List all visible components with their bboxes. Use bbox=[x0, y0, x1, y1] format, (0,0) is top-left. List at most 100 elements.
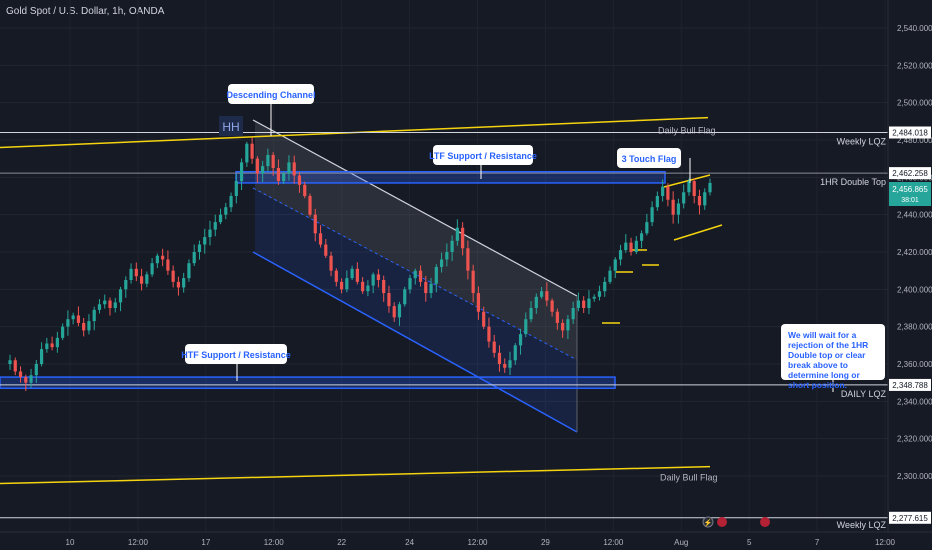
candle-body bbox=[18, 371, 23, 378]
candle-body bbox=[692, 181, 696, 196]
candle-body bbox=[629, 242, 633, 252]
candle-body bbox=[203, 237, 207, 245]
candle-body bbox=[161, 255, 165, 260]
candle-body bbox=[703, 192, 707, 206]
time-tick-label: 12:00 bbox=[603, 538, 624, 547]
candle-body bbox=[45, 343, 49, 350]
candle-body bbox=[413, 270, 417, 279]
candle-body bbox=[29, 375, 33, 383]
candle-body bbox=[439, 259, 444, 267]
candle-body bbox=[508, 360, 512, 368]
price-tick-label: 2,500.000 bbox=[897, 99, 932, 108]
candle-body bbox=[334, 270, 338, 282]
candle-body bbox=[682, 192, 686, 204]
candle-body bbox=[471, 270, 475, 294]
price-level-badge-text: 2,462.258 bbox=[892, 169, 928, 178]
candle-body bbox=[524, 319, 528, 335]
candle-body bbox=[697, 196, 702, 206]
candle-body bbox=[482, 311, 486, 327]
candle-body bbox=[239, 162, 244, 182]
three-touch-flag-label: 3 Touch Flag bbox=[617, 148, 691, 183]
price-tick-label: 2,400.000 bbox=[897, 285, 932, 294]
channel-mid-line bbox=[252, 187, 578, 361]
trade-plan-note: We will wait for a rejection of the 1HR Do… bbox=[788, 330, 868, 390]
candle-body bbox=[34, 364, 38, 376]
candle-body bbox=[345, 278, 349, 290]
candle-body bbox=[192, 252, 196, 264]
candle-body bbox=[397, 304, 402, 318]
price-tick-label: 2,480.000 bbox=[897, 136, 932, 145]
bull-flag-trendline bbox=[0, 465, 711, 485]
channel-upper-line bbox=[252, 119, 578, 297]
candle-body bbox=[371, 274, 375, 286]
candle-body bbox=[708, 182, 712, 193]
svg-text:3 Touch Flag: 3 Touch Flag bbox=[622, 154, 677, 164]
candle-body bbox=[24, 377, 28, 383]
candle-body bbox=[503, 364, 507, 368]
price-level-badge bbox=[889, 378, 931, 391]
trade-plan-note-box bbox=[781, 324, 885, 380]
candle-body bbox=[408, 278, 412, 290]
candle-body bbox=[171, 270, 175, 282]
daily-lqz-label: DAILY LQZ bbox=[841, 389, 887, 399]
candle-body bbox=[555, 311, 559, 323]
candle-body bbox=[318, 233, 323, 245]
candle-body bbox=[587, 298, 591, 308]
candle-body bbox=[366, 285, 370, 292]
price-axis-bg bbox=[888, 0, 932, 550]
time-tick-label: 10 bbox=[66, 538, 75, 547]
candle-body bbox=[634, 240, 638, 252]
candle-body bbox=[276, 168, 281, 182]
candle-body bbox=[455, 227, 459, 241]
price-tick-label: 2,360.000 bbox=[897, 360, 932, 369]
candle-body bbox=[361, 281, 365, 292]
candle-body bbox=[297, 175, 302, 185]
candle-body bbox=[613, 259, 617, 271]
candle-body bbox=[324, 244, 328, 256]
channel-lower-line bbox=[252, 251, 578, 433]
price-tick-label: 2,320.000 bbox=[897, 435, 932, 444]
hh-marker-bg bbox=[219, 116, 243, 136]
candle-body bbox=[550, 300, 554, 312]
candle-body bbox=[592, 296, 596, 299]
candle-body bbox=[13, 360, 17, 372]
candle-body bbox=[255, 158, 259, 174]
candle-body bbox=[382, 280, 386, 294]
candle-body bbox=[624, 242, 628, 251]
candle-body bbox=[292, 162, 296, 176]
candle-body bbox=[329, 255, 333, 271]
candle-body bbox=[66, 319, 70, 327]
candle-body bbox=[108, 300, 112, 308]
candle-body bbox=[582, 300, 586, 308]
time-tick-label: 12:00 bbox=[467, 538, 488, 547]
candle-body bbox=[50, 343, 54, 348]
candle-body bbox=[608, 270, 612, 282]
candle-body bbox=[266, 154, 270, 167]
svg-text:Descending Channel: Descending Channel bbox=[226, 90, 315, 100]
last-price-countdown: 38:01 bbox=[901, 197, 919, 204]
price-tick-label: 2,380.000 bbox=[897, 323, 932, 332]
candle-body bbox=[76, 315, 81, 323]
time-tick-label: Aug bbox=[674, 538, 688, 547]
candle-body bbox=[261, 166, 265, 174]
candle-body bbox=[518, 334, 523, 346]
candle-body bbox=[650, 207, 654, 223]
candle-body bbox=[139, 276, 144, 284]
candle-body bbox=[145, 274, 149, 284]
candle-body bbox=[487, 326, 491, 342]
svg-text:HTF Support / Resistance: HTF Support / Resistance bbox=[181, 350, 291, 360]
price-tick-label: 2,340.000 bbox=[897, 397, 932, 406]
candle-body bbox=[287, 162, 291, 174]
candle-body bbox=[55, 337, 59, 348]
candle-body bbox=[603, 281, 607, 292]
candle-body bbox=[129, 268, 133, 280]
candle-body bbox=[403, 289, 407, 305]
candle-body bbox=[250, 143, 254, 159]
us-flag-event-icon bbox=[717, 517, 727, 527]
channel-lower-fill bbox=[255, 190, 577, 432]
candle-body bbox=[655, 196, 659, 208]
candle-body bbox=[218, 214, 223, 223]
candle-body bbox=[687, 181, 691, 193]
candle-body bbox=[476, 293, 481, 312]
